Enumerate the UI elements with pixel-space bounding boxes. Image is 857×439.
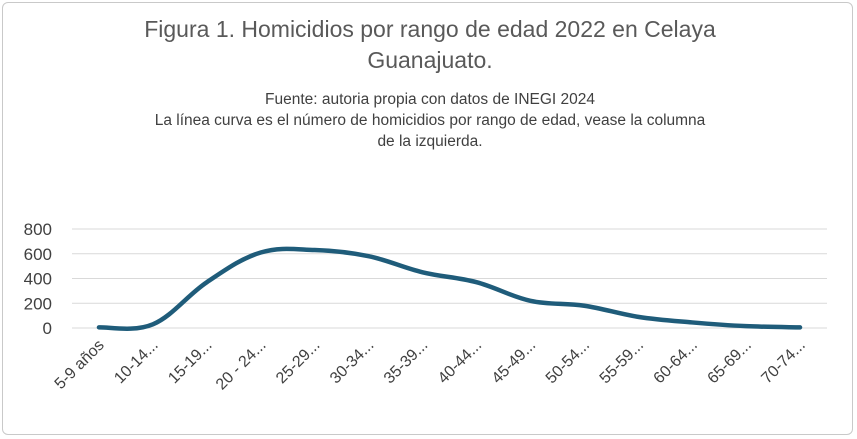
y-tick-label: 0	[43, 319, 52, 338]
x-tick-label: 45-49...	[489, 337, 539, 387]
x-tick-label: 40-44...	[435, 337, 485, 387]
y-tick-label: 800	[24, 220, 52, 239]
x-tick-label: 25-29...	[273, 337, 323, 387]
x-tick-label: 10-14...	[111, 337, 161, 387]
series-line	[96, 246, 803, 331]
x-tick-label: 50-54...	[543, 337, 593, 387]
x-tick-label: 35-39...	[381, 337, 431, 387]
y-tick-label: 600	[24, 245, 52, 264]
x-tick-label: 70-74...	[758, 337, 808, 387]
x-tick-label: 65-69...	[705, 337, 755, 387]
chart-subtitle-line-3: de la izquierda.	[377, 133, 483, 150]
chart-title-line-1: Figura 1. Homicidios por rango de edad 2…	[144, 16, 716, 42]
chart-frame	[2, 2, 853, 435]
chart-title: Figura 1. Homicidios por rango de edad 2…	[90, 14, 770, 76]
y-tick-label: 200	[24, 294, 52, 313]
chart-title-line-2: Guanajuato.	[367, 47, 493, 73]
x-tick-label: 20 - 24...	[213, 337, 270, 394]
y-tick-label: 400	[24, 270, 52, 289]
chart-subtitle-line-2: La línea curva es el número de homicidio…	[154, 112, 706, 129]
chart-subtitle-line-1: Fuente: autoria propia con datos de INEG…	[264, 91, 596, 108]
x-tick-label: 30-34...	[327, 337, 377, 387]
chart-subtitle: Fuente: autoria propia con datos de INEG…	[90, 89, 770, 152]
x-tick-label: 15-19...	[165, 337, 215, 387]
x-tick-label: 5-9 años	[52, 337, 108, 393]
x-tick-label: 55-59...	[597, 337, 647, 387]
x-tick-label: 60-64...	[651, 337, 701, 387]
